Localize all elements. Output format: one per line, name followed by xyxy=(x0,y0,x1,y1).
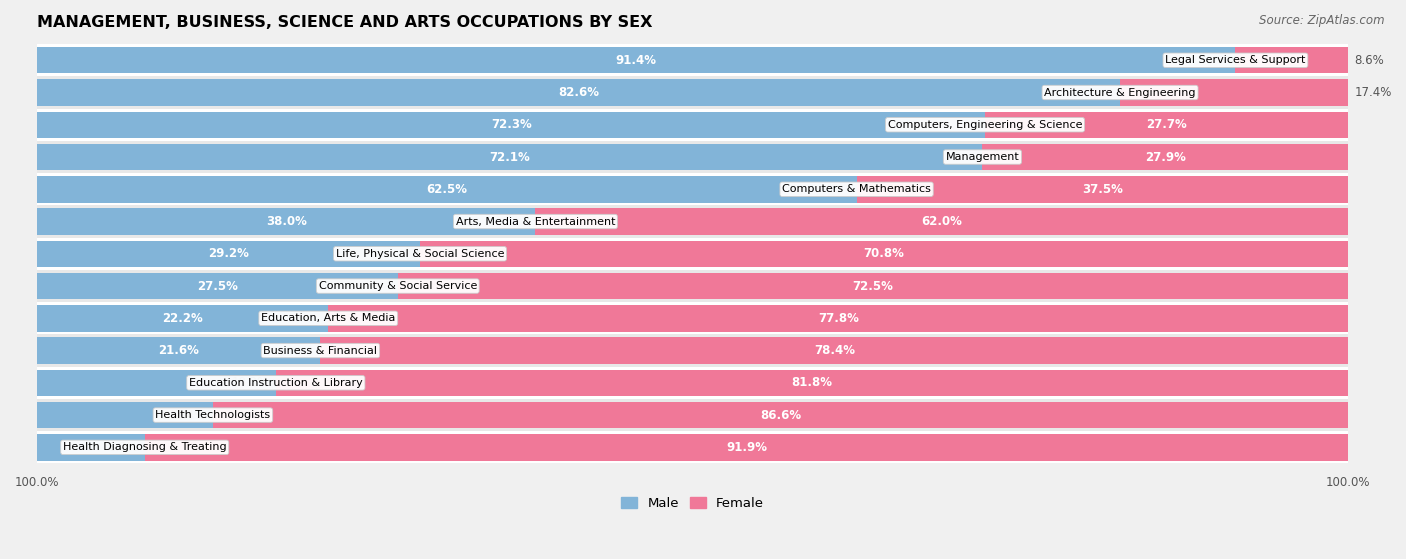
Text: 27.9%: 27.9% xyxy=(1144,150,1185,164)
Bar xyxy=(856,176,1348,202)
Bar xyxy=(37,238,1348,270)
Bar xyxy=(328,305,1348,331)
Bar xyxy=(37,337,321,364)
Text: 18.2%: 18.2% xyxy=(232,376,270,389)
Bar xyxy=(145,434,1350,461)
Bar xyxy=(37,240,420,267)
Text: 91.4%: 91.4% xyxy=(616,54,657,67)
Text: Computers, Engineering & Science: Computers, Engineering & Science xyxy=(887,120,1083,130)
Text: Arts, Media & Entertainment: Arts, Media & Entertainment xyxy=(456,216,616,226)
Bar xyxy=(37,273,398,299)
Bar xyxy=(37,176,856,202)
Bar xyxy=(37,79,1121,106)
Bar xyxy=(398,273,1348,299)
Text: Computers & Mathematics: Computers & Mathematics xyxy=(782,184,931,195)
Text: 21.6%: 21.6% xyxy=(159,344,200,357)
Bar xyxy=(420,240,1348,267)
Text: Architecture & Engineering: Architecture & Engineering xyxy=(1045,88,1197,97)
Bar xyxy=(983,144,1348,170)
Bar xyxy=(536,209,1348,235)
Text: 27.7%: 27.7% xyxy=(1146,119,1187,131)
Text: 91.9%: 91.9% xyxy=(727,441,768,454)
Bar xyxy=(37,334,1348,367)
Text: 81.8%: 81.8% xyxy=(792,376,832,389)
Text: 72.1%: 72.1% xyxy=(489,150,530,164)
Bar xyxy=(1121,79,1348,106)
Bar xyxy=(37,399,1348,431)
Text: Life, Physical & Social Science: Life, Physical & Social Science xyxy=(336,249,505,259)
Bar xyxy=(37,144,983,170)
Bar xyxy=(37,431,1348,463)
Text: 72.5%: 72.5% xyxy=(852,280,893,292)
Bar xyxy=(37,173,1348,205)
Text: 27.5%: 27.5% xyxy=(197,280,238,292)
Text: 37.5%: 37.5% xyxy=(1083,183,1123,196)
Bar xyxy=(37,108,1348,141)
Bar xyxy=(37,302,1348,334)
Bar xyxy=(37,305,328,331)
Text: Health Diagnosing & Treating: Health Diagnosing & Treating xyxy=(63,442,226,452)
Text: Management: Management xyxy=(946,152,1019,162)
Bar xyxy=(37,209,536,235)
Legend: Male, Female: Male, Female xyxy=(616,492,769,515)
Text: 70.8%: 70.8% xyxy=(863,247,904,260)
Text: 13.4%: 13.4% xyxy=(169,409,207,421)
Bar xyxy=(37,47,1236,73)
Bar xyxy=(986,112,1348,138)
Text: 86.6%: 86.6% xyxy=(761,409,801,421)
Text: 22.2%: 22.2% xyxy=(162,312,202,325)
Bar xyxy=(212,402,1348,428)
Bar xyxy=(37,77,1348,108)
Bar xyxy=(37,141,1348,173)
Text: 29.2%: 29.2% xyxy=(208,247,249,260)
Text: Education, Arts & Media: Education, Arts & Media xyxy=(262,313,395,323)
Bar xyxy=(37,270,1348,302)
Text: 77.8%: 77.8% xyxy=(818,312,859,325)
Bar xyxy=(37,205,1348,238)
Text: 62.0%: 62.0% xyxy=(921,215,962,228)
Bar xyxy=(1236,47,1348,73)
Text: Legal Services & Support: Legal Services & Support xyxy=(1166,55,1306,65)
Text: 8.6%: 8.6% xyxy=(1355,54,1385,67)
Text: Source: ZipAtlas.com: Source: ZipAtlas.com xyxy=(1260,14,1385,27)
Text: 8.2%: 8.2% xyxy=(108,441,138,454)
Text: 17.4%: 17.4% xyxy=(1355,86,1392,99)
Text: Health Technologists: Health Technologists xyxy=(155,410,270,420)
Bar xyxy=(321,337,1348,364)
Bar xyxy=(37,367,1348,399)
Text: 62.5%: 62.5% xyxy=(426,183,467,196)
Text: 82.6%: 82.6% xyxy=(558,86,599,99)
Text: Community & Social Service: Community & Social Service xyxy=(319,281,477,291)
Bar xyxy=(37,369,276,396)
Bar xyxy=(37,402,212,428)
Bar xyxy=(276,369,1348,396)
Text: Education Instruction & Library: Education Instruction & Library xyxy=(188,378,363,388)
Bar xyxy=(37,112,986,138)
Bar xyxy=(37,44,1348,77)
Text: MANAGEMENT, BUSINESS, SCIENCE AND ARTS OCCUPATIONS BY SEX: MANAGEMENT, BUSINESS, SCIENCE AND ARTS O… xyxy=(37,15,652,30)
Bar xyxy=(37,434,145,461)
Text: 72.3%: 72.3% xyxy=(491,119,531,131)
Text: 78.4%: 78.4% xyxy=(814,344,855,357)
Text: Business & Financial: Business & Financial xyxy=(263,345,377,356)
Text: 38.0%: 38.0% xyxy=(266,215,307,228)
